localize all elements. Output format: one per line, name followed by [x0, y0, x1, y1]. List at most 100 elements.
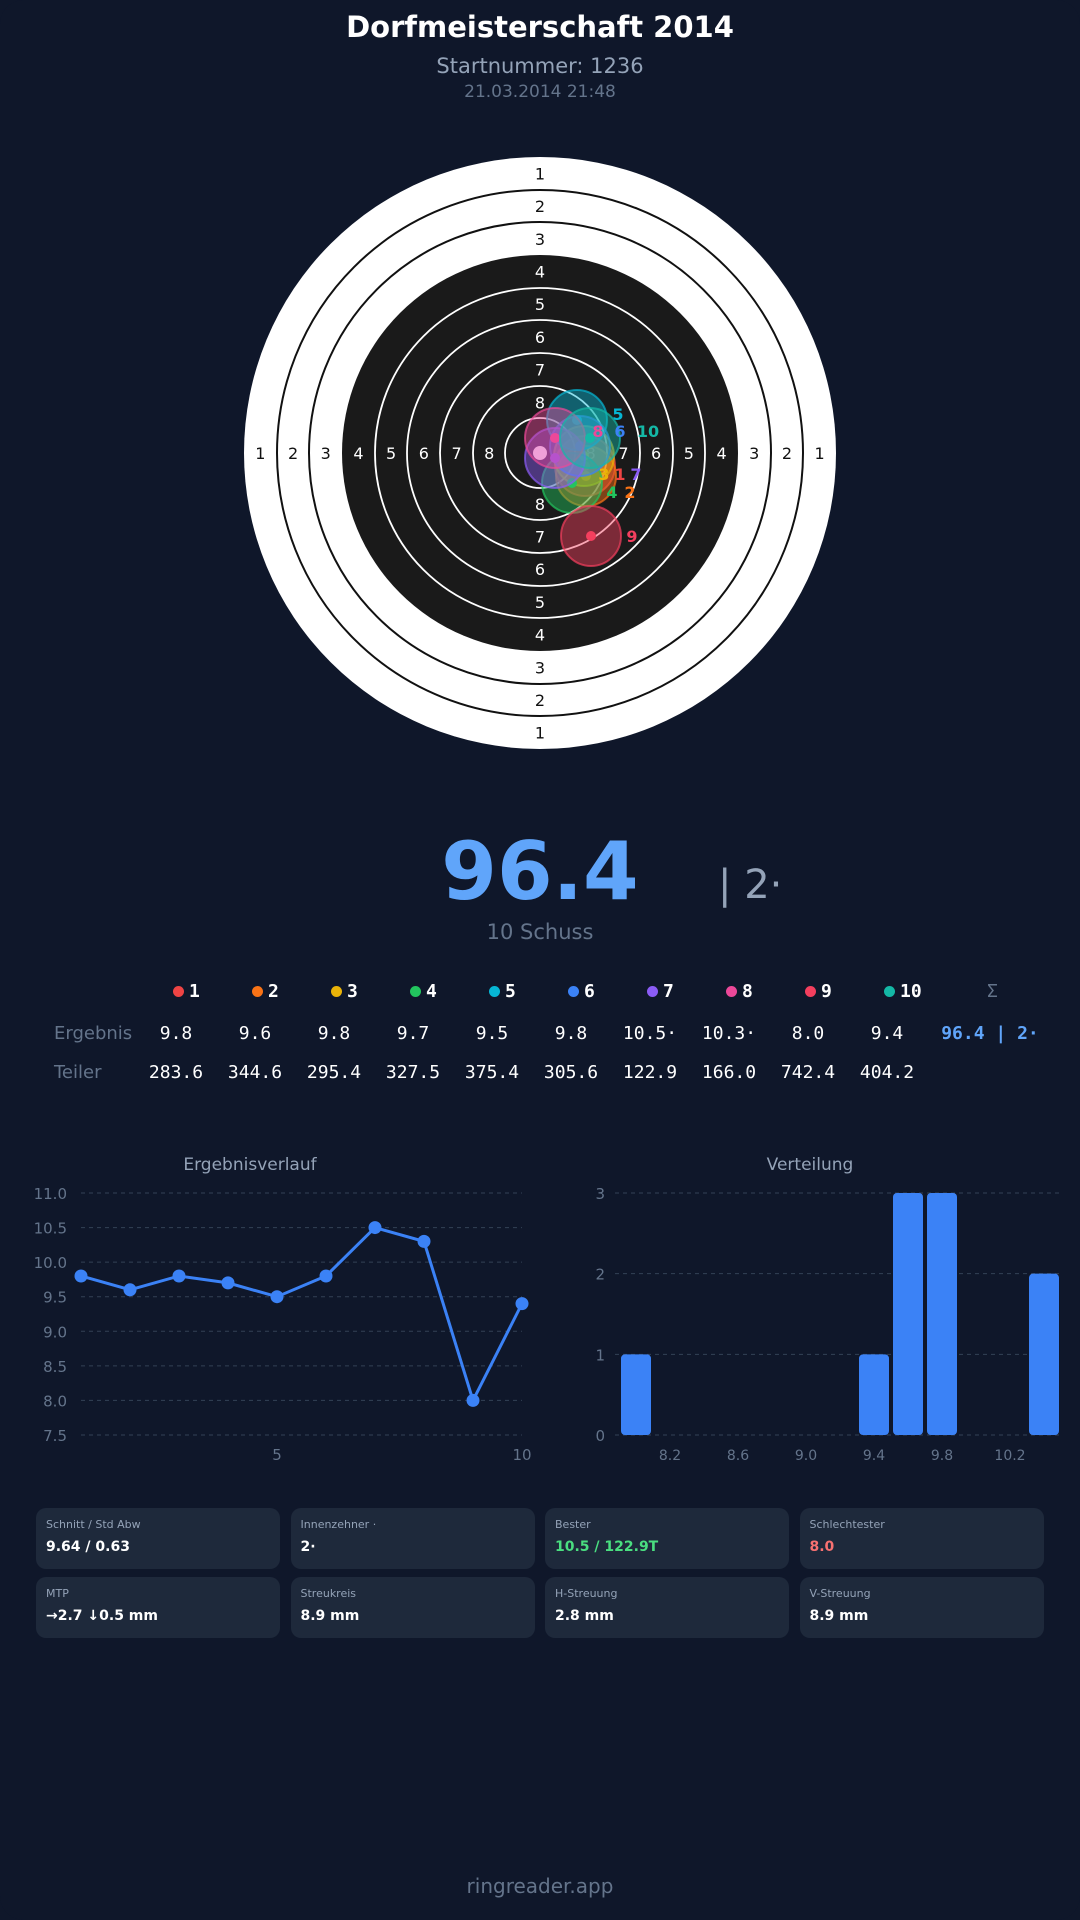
bar-10.4 [1029, 1273, 1059, 1435]
ergebnis-label: Ergebnis [54, 1023, 133, 1044]
stat-label: V-Streuung [809, 1587, 871, 1600]
ergebnis-sum: 96.4 | 2· [941, 1023, 1039, 1044]
shot-color-dot [252, 986, 263, 997]
ring-label: 1 [815, 444, 825, 463]
series-line [80, 1225, 524, 1405]
ring-label: 2 [535, 691, 545, 710]
ring-label: 3 [749, 444, 759, 463]
ring-label: 7 [535, 361, 545, 380]
stat-card: V-Streuung 8.9 mm [799, 1577, 1044, 1638]
x-tick-label: 9.4 [863, 1448, 885, 1464]
ergebnis-cell: 9.6 [238, 1023, 272, 1044]
shot-color-dot [489, 986, 500, 997]
stat-label: Innenzehner · [300, 1518, 377, 1531]
stat-value: 9.64 / 0.63 [46, 1539, 130, 1555]
ring-label: 2 [288, 444, 298, 463]
stat-card: MTP →2.7 ↓0.5 mm [36, 1577, 280, 1638]
x-tick-label: 10 [512, 1446, 531, 1464]
data-point [466, 1393, 480, 1407]
ergebnis-cell: 10.3· [701, 1023, 757, 1044]
shot-count: 10 Schuss [486, 920, 594, 944]
ring-label: 7 [535, 527, 545, 546]
y-tick-label: 8.0 [43, 1392, 67, 1410]
shot-color-dot [568, 986, 579, 997]
ring-label: 6 [535, 560, 545, 579]
legend-item-4: 4 [410, 981, 437, 1002]
x-tick-label: 8.6 [727, 1448, 749, 1464]
bar-9.4 [859, 1354, 889, 1435]
bar-9.6 [893, 1193, 923, 1435]
session-datetime: 21.03.2014 21:48 [464, 82, 616, 102]
y-tick-label: 10.5 [34, 1220, 67, 1238]
target-ring-line [276, 189, 804, 717]
target-ring-line [472, 385, 608, 521]
shot-8-label: 8 [592, 422, 603, 441]
ring-label: 5 [386, 444, 396, 463]
x-tick-label: 9.0 [795, 1448, 817, 1464]
ring-label: 6 [651, 444, 661, 463]
chart-title: Verteilung [767, 1155, 854, 1175]
stat-value: 10.5 / 122.9T [555, 1539, 659, 1555]
stat-value: 8.0 [809, 1539, 835, 1555]
legend-label: 8 [742, 981, 753, 1002]
y-tick-label: 8.5 [43, 1358, 67, 1376]
teiler-cell: 305.6 [543, 1062, 599, 1083]
teiler-cell: 327.5 [385, 1062, 441, 1083]
total-score: 96.4 [441, 825, 639, 918]
shot-6-label: 6 [614, 422, 625, 441]
ring-label: 6 [535, 328, 545, 347]
session-title: Dorfmeisterschaft 2014 [346, 10, 734, 44]
data-point [172, 1269, 186, 1283]
legend-item-1: 1 [173, 981, 200, 1002]
data-point [368, 1221, 382, 1235]
shot-9-label: 9 [626, 527, 637, 546]
stat-card: Schnitt / Std Abw 9.64 / 0.63 [36, 1508, 280, 1569]
start-number: Startnummer: 1236 [436, 54, 644, 78]
ergebnis-cell: 9.7 [396, 1023, 430, 1044]
stat-card: Bester 10.5 / 122.9T [545, 1508, 789, 1569]
legend-label: 2 [268, 981, 279, 1002]
ring-label: 1 [535, 724, 545, 743]
y-tick-label: 3 [595, 1185, 605, 1203]
ring-label: 4 [535, 626, 545, 645]
teiler-cell: 295.4 [306, 1062, 362, 1083]
legend-item-7: 7 [647, 981, 674, 1002]
legend-label: 3 [347, 981, 358, 1002]
y-tick-label: 9.5 [43, 1289, 67, 1307]
ring-label: 4 [535, 262, 545, 281]
stat-label: Schnitt / Std Abw [46, 1518, 141, 1531]
ergebnis-cell: 9.4 [870, 1023, 904, 1044]
mtp-marker [533, 446, 547, 460]
shot-8-center [550, 433, 560, 443]
legend-item-3: 3 [331, 981, 358, 1002]
y-tick-label: 11.0 [34, 1185, 67, 1203]
distribution-bar-chart: Verteilung 3 2 1 0 8.2 8.6 9.0 9.4 9.8 10.2 [595, 1155, 1060, 1464]
shot-color-dot [884, 986, 895, 997]
shot-3-label: 3 [598, 465, 609, 484]
shot-2-label: 2 [624, 483, 635, 502]
stat-value: 2.8 mm [555, 1608, 614, 1624]
x-tick-label: 10.2 [994, 1448, 1025, 1464]
legend-label: 9 [821, 981, 832, 1002]
stat-label: Schlechtester [809, 1518, 885, 1531]
teiler-cell: 742.4 [780, 1062, 836, 1083]
ergebnis-cell: 9.8 [159, 1023, 193, 1044]
shot-1-label: 1 [614, 465, 625, 484]
ergebnis-cell: 8.0 [791, 1023, 825, 1044]
stat-value: 8.9 mm [300, 1608, 360, 1624]
target-ring-line [406, 319, 674, 587]
data-point [270, 1290, 284, 1304]
legend-item-8: 8 [726, 981, 753, 1002]
legend-item-2: 2 [252, 981, 279, 1002]
stat-card: Schlechtester 8.0 [799, 1508, 1044, 1569]
x-tick-label: 9.8 [931, 1448, 953, 1464]
teiler-cell: 375.4 [464, 1062, 520, 1083]
stat-card: Innenzehner · 2· [290, 1508, 535, 1569]
data-point [515, 1297, 529, 1311]
data-point [123, 1283, 137, 1297]
target-ring-line [439, 352, 641, 554]
y-tick-label: 9.0 [43, 1323, 67, 1341]
ergebnis-cell: 10.5· [622, 1023, 678, 1044]
data-point [319, 1269, 333, 1283]
